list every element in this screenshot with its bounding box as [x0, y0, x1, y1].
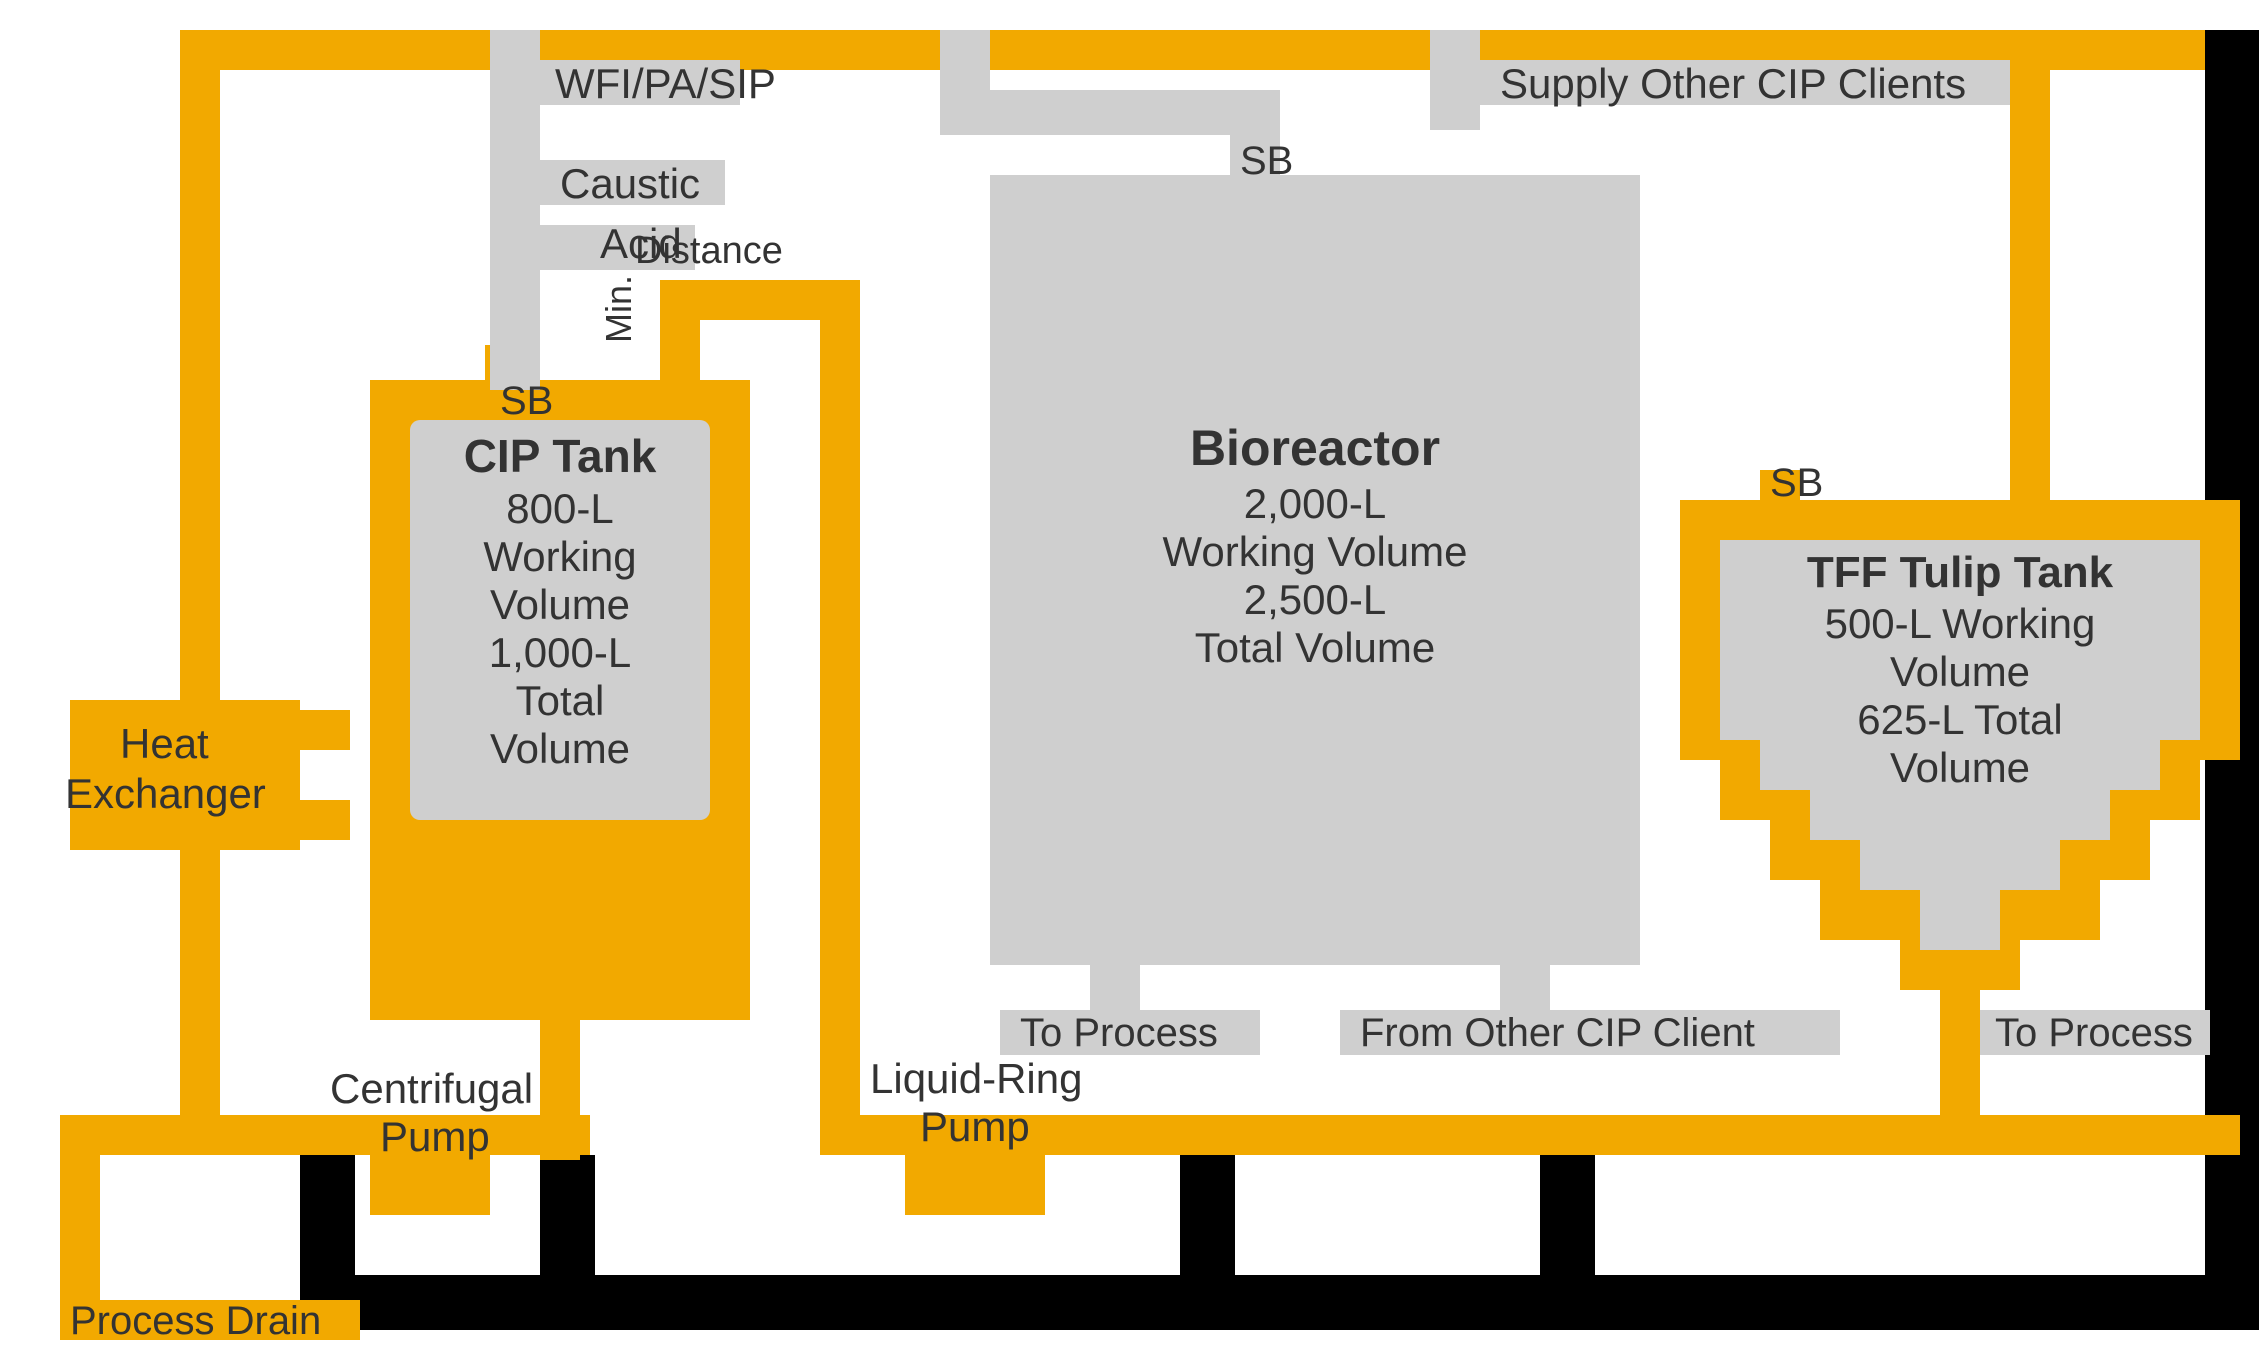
label-to-process-2: To Process	[1995, 1010, 2193, 1056]
black-upright-2	[1180, 1155, 1235, 1275]
tff-feed-v	[2010, 455, 2050, 505]
black-upright-3	[1540, 1155, 1595, 1275]
cip-l6: Volume	[410, 725, 710, 773]
label-process-drain: Process Drain	[70, 1298, 321, 1344]
tff-l3: 625-L Total	[1700, 696, 2220, 744]
label-sb-cip: SB	[500, 378, 553, 424]
label-supply-other: Supply Other CIP Clients	[1500, 60, 1966, 108]
label-lr-2: Pump	[920, 1103, 1030, 1151]
cip-title: CIP Tank	[410, 430, 710, 483]
centrifugal-pump-body	[370, 1155, 490, 1215]
black-upright-1	[540, 1155, 595, 1275]
yellow-left	[180, 30, 220, 1155]
tff-drain-v	[1940, 985, 1980, 1155]
tff-l4: Volume	[1700, 744, 2220, 792]
label-heat-1: Heat	[120, 720, 209, 768]
label-caustic: Caustic	[560, 160, 700, 208]
label-from-other: From Other CIP Client	[1360, 1010, 1755, 1056]
label-cent-1: Centrifugal	[330, 1065, 533, 1113]
tff-l2: Volume	[1700, 648, 2220, 696]
bio-l1: 2,000-L	[990, 480, 1640, 528]
bio-l2: Working Volume	[990, 528, 1640, 576]
tff-title: TFF Tulip Tank	[1700, 548, 2220, 599]
bio-l4: Total Volume	[990, 624, 1640, 672]
label-distance: Distance	[635, 230, 835, 274]
heat-exchanger-stub-top	[300, 710, 350, 750]
cip-l4: 1,000-L	[410, 629, 710, 677]
label-sb-bio: SB	[1240, 138, 1293, 184]
bio-l3: 2,500-L	[990, 576, 1640, 624]
process-diagram: WFI/PA/SIP Caustic Acid Distance Min. SB…	[0, 0, 2259, 1368]
liquid-ring-pump-body	[905, 1155, 1045, 1215]
label-lr-1: Liquid-Ring	[870, 1055, 1082, 1103]
tff-l1: 500-L Working	[1700, 600, 2220, 648]
tff-inner-4	[1860, 840, 2060, 890]
cip-l1: 800-L	[410, 485, 710, 533]
tff-inner-5	[1920, 890, 2000, 950]
yellow-return-line	[820, 1115, 2240, 1155]
cip-l2: Working	[410, 533, 710, 581]
gray-bio-feed-h	[940, 90, 1270, 135]
heat-exchanger-stub-bot	[300, 800, 350, 840]
cip-l3: Volume	[410, 581, 710, 629]
label-to-process-1: To Process	[1020, 1010, 1218, 1056]
bio-title: Bioreactor	[990, 420, 1640, 478]
yellow-mindist-v2	[660, 280, 700, 385]
black-bottom-bar	[300, 1275, 2259, 1330]
label-cent-2: Pump	[380, 1113, 490, 1161]
yellow-mindist-v1	[820, 280, 860, 1155]
label-sb-tff: SB	[1770, 460, 1823, 506]
label-heat-2: Exchanger	[65, 770, 266, 818]
label-min: Min.	[598, 275, 639, 343]
cip-l5: Total	[410, 677, 710, 725]
yellow-right-v	[2010, 30, 2050, 460]
tff-inner-3	[1810, 790, 2110, 840]
label-wfi: WFI/PA/SIP	[555, 60, 776, 108]
